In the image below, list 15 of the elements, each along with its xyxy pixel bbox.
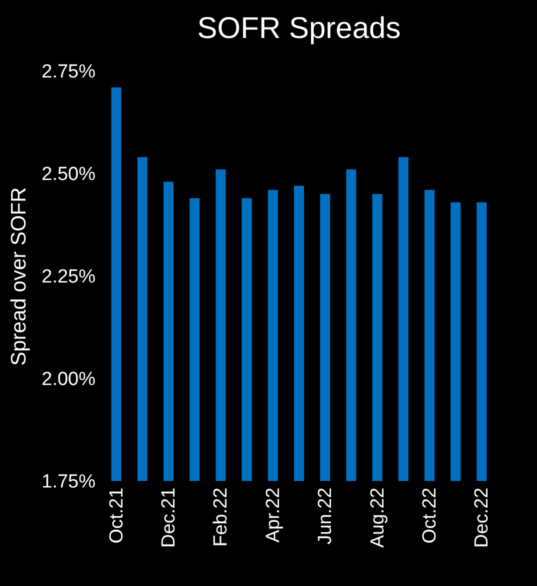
x-tick-label: Aug.22 — [367, 488, 388, 548]
y-tick-label: 2.50% — [42, 164, 96, 185]
x-tick-label: Dec.21 — [158, 488, 180, 548]
y-tick-label: 2.75% — [42, 62, 96, 82]
x-tick-label: Oct.21 — [106, 488, 128, 544]
x-tick-label: Jun.22 — [315, 488, 336, 545]
y-tick-label: 2.00% — [42, 369, 96, 390]
y-tick-label: 2.25% — [42, 266, 96, 288]
x-tick-label: Feb.22 — [210, 488, 232, 547]
chart-title: SOFR Spreads — [197, 12, 401, 45]
x-tick-label: Apr.22 — [262, 488, 284, 542]
y-tick-label: 1.75% — [42, 472, 96, 492]
x-tick-label: Dec.22 — [472, 488, 493, 548]
x-tick-label: Oct.22 — [419, 488, 440, 544]
y-axis-title: Spread over SOFR — [8, 187, 31, 366]
